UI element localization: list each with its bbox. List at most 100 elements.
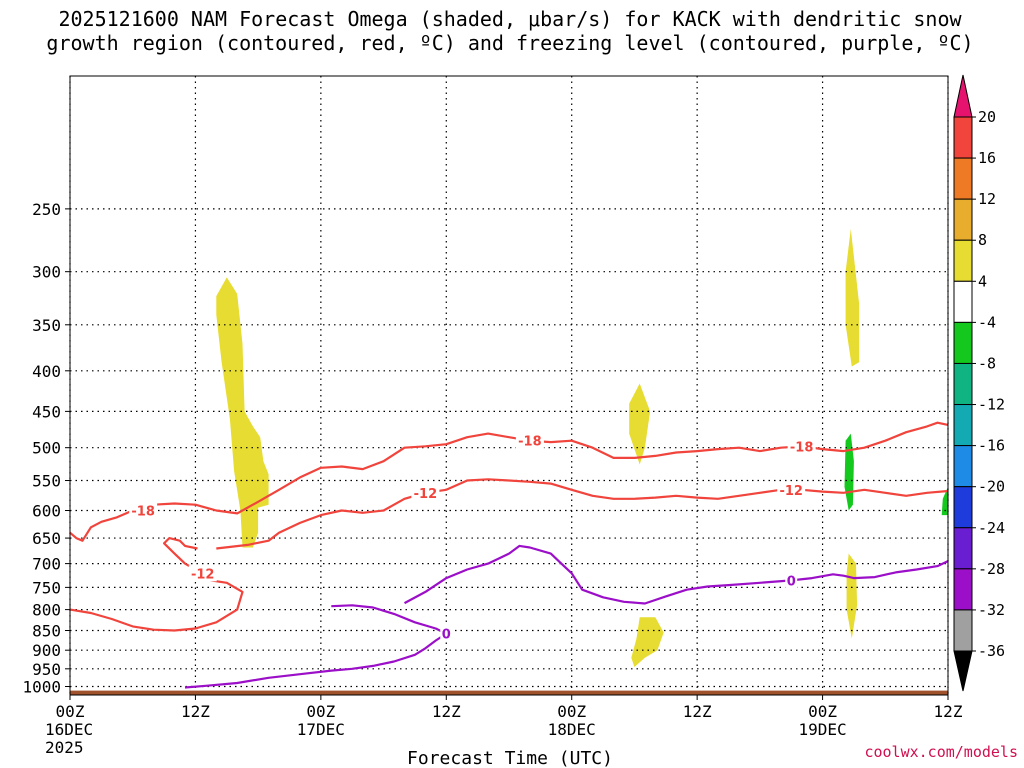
credit-text: coolwx.com/models bbox=[864, 743, 1018, 761]
colorbar-band-8-12 bbox=[953, 198, 973, 241]
y-tick-label-700: 700 bbox=[32, 555, 61, 574]
y-tick-label-1000: 1000 bbox=[22, 677, 61, 696]
x-tick-label-72-1: 00Z bbox=[808, 702, 837, 721]
colorbar-band--32--28 bbox=[953, 568, 973, 611]
y-tick-label-500: 500 bbox=[32, 439, 61, 458]
y-tick-label-550: 550 bbox=[32, 472, 61, 491]
minus-18-line-label: -18 bbox=[518, 435, 542, 450]
y-tick-label-800: 800 bbox=[32, 601, 61, 620]
colorbar-label--16: -16 bbox=[978, 437, 1005, 455]
colorbar-label-4: 4 bbox=[978, 272, 987, 290]
grid-layer bbox=[69, 76, 949, 695]
colorbar-band--24--20 bbox=[953, 486, 973, 529]
zero-deg-main-line-label-bg bbox=[785, 572, 798, 589]
minus-12-upper-line-label: -12 bbox=[414, 487, 438, 502]
colorbar-label-16: 16 bbox=[978, 149, 996, 167]
colorbar-label-12: 12 bbox=[978, 190, 996, 208]
x-tick-label-0-3: 2025 bbox=[45, 738, 84, 757]
colorbar-band--28--24 bbox=[953, 527, 973, 570]
colorbar-label--8: -8 bbox=[978, 354, 996, 372]
plot-frame bbox=[69, 75, 949, 696]
omega-shading-layer bbox=[216, 228, 948, 667]
chart-title-line1: 2025121600 NAM Forecast Omega (shaded, μ… bbox=[58, 7, 962, 31]
colorbar-bottom-arrow bbox=[953, 650, 973, 692]
x-tick-label-24-2: 17DEC bbox=[297, 720, 345, 739]
chart-title-line2: growth region (contoured, red, ºC) and f… bbox=[46, 31, 973, 55]
y-tick-label-300: 300 bbox=[32, 263, 61, 282]
x-tick-label-60-1: 12Z bbox=[683, 702, 712, 721]
y-tick-label-900: 900 bbox=[32, 641, 61, 660]
minus-12-upper-line-label-bg bbox=[411, 484, 440, 501]
y-tick-label-650: 650 bbox=[32, 529, 61, 548]
colorbar-label--24: -24 bbox=[978, 519, 1005, 537]
downward-motion-end bbox=[941, 486, 948, 516]
zero-deg-line bbox=[184, 604, 448, 689]
x-tick-label-12-1: 12Z bbox=[181, 702, 210, 721]
contour-layer: -18 -18 -18 -12 -12 -12 0 0 bbox=[69, 421, 949, 689]
colorbar-band--16--12 bbox=[953, 404, 973, 447]
zero-deg-line-label-bg bbox=[440, 625, 453, 642]
colorbar-band--20--16 bbox=[953, 445, 973, 488]
minus-18-line-label-bg bbox=[129, 502, 158, 519]
upward-motion-12z-16dec bbox=[216, 277, 269, 548]
upward-motion-19dec-upper bbox=[845, 228, 860, 367]
y-axis: 2503003504004505005506006507007508008509… bbox=[22, 200, 70, 696]
minus-18-line bbox=[69, 421, 949, 542]
minus-12-lower-line-label: -12 bbox=[191, 567, 215, 582]
x-tick-label-48-1: 00Z bbox=[557, 702, 586, 721]
x-axis-title: Forecast Time (UTC) bbox=[407, 748, 613, 768]
zero-deg-line-label: 0 bbox=[442, 628, 451, 643]
colorbar-label--4: -4 bbox=[978, 313, 996, 331]
y-tick-label-400: 400 bbox=[32, 362, 61, 381]
y-tick-label-750: 750 bbox=[32, 578, 61, 597]
y-tick-label-350: 350 bbox=[32, 316, 61, 335]
colorbar-label--36: -36 bbox=[978, 642, 1005, 660]
minus-12-upper-line-label-bg bbox=[777, 481, 806, 498]
y-tick-label-600: 600 bbox=[32, 501, 61, 520]
minus-18-line-label-bg bbox=[515, 432, 544, 449]
minus-12-lower-line bbox=[69, 537, 244, 632]
downward-motion-19dec bbox=[844, 433, 854, 511]
x-tick-label-0-2: 16DEC bbox=[45, 720, 93, 739]
colorbar-band-4-8 bbox=[953, 239, 973, 282]
y-tick-label-950: 950 bbox=[32, 660, 61, 679]
y-tick-label-850: 850 bbox=[32, 622, 61, 641]
x-tick-label-72-2: 19DEC bbox=[798, 720, 846, 739]
minus-12-upper-line-label: -12 bbox=[779, 484, 803, 499]
colorbar-top-arrow bbox=[953, 74, 973, 118]
minus-18-line-label-bg bbox=[787, 438, 816, 455]
x-tick-label-0-1: 00Z bbox=[56, 702, 85, 721]
ground-layer bbox=[70, 690, 948, 695]
colorbar-band--12--8 bbox=[953, 362, 973, 406]
upward-motion-18dec-low bbox=[631, 617, 664, 667]
minus-18-line-label: -18 bbox=[790, 440, 814, 455]
x-tick-label-48-2: 18DEC bbox=[548, 720, 596, 739]
x-tick-label-84-1: 12Z bbox=[934, 702, 963, 721]
upward-motion-18dec-mid bbox=[629, 383, 651, 465]
zero-deg-main-line bbox=[403, 544, 949, 605]
colorbar-label-8: 8 bbox=[978, 231, 987, 249]
upward-motion-19dec-low bbox=[846, 553, 858, 639]
colorbar-label--28: -28 bbox=[978, 560, 1005, 578]
colorbar-label--32: -32 bbox=[978, 601, 1005, 619]
x-tick-label-36-1: 12Z bbox=[432, 702, 461, 721]
colorbar-band-16-20 bbox=[953, 116, 973, 159]
minus-12-upper-line bbox=[216, 478, 949, 550]
colorbar-label-20: 20 bbox=[978, 108, 996, 126]
colorbar-band--4-4 bbox=[953, 280, 973, 323]
colorbar-band--36--32 bbox=[953, 609, 973, 652]
y-tick-label-250: 250 bbox=[32, 200, 61, 219]
x-tick-label-24-1: 00Z bbox=[306, 702, 335, 721]
y-tick-label-450: 450 bbox=[32, 402, 61, 421]
minus-12-lower-line-label-bg bbox=[188, 565, 217, 582]
colorbar-band--8--4 bbox=[953, 321, 973, 364]
colorbar: 20 16 12 8 4 -4 -8 -12 -16 -20 -24 -28 -32 -36 bbox=[953, 74, 1005, 692]
colorbar-band-12-16 bbox=[953, 157, 973, 200]
colorbar-label--12: -12 bbox=[978, 396, 1005, 414]
zero-deg-main-line-label: 0 bbox=[787, 574, 796, 589]
minus-18-line-label: -18 bbox=[131, 504, 155, 519]
colorbar-label--20: -20 bbox=[978, 478, 1005, 496]
ground-surface bbox=[70, 690, 948, 695]
